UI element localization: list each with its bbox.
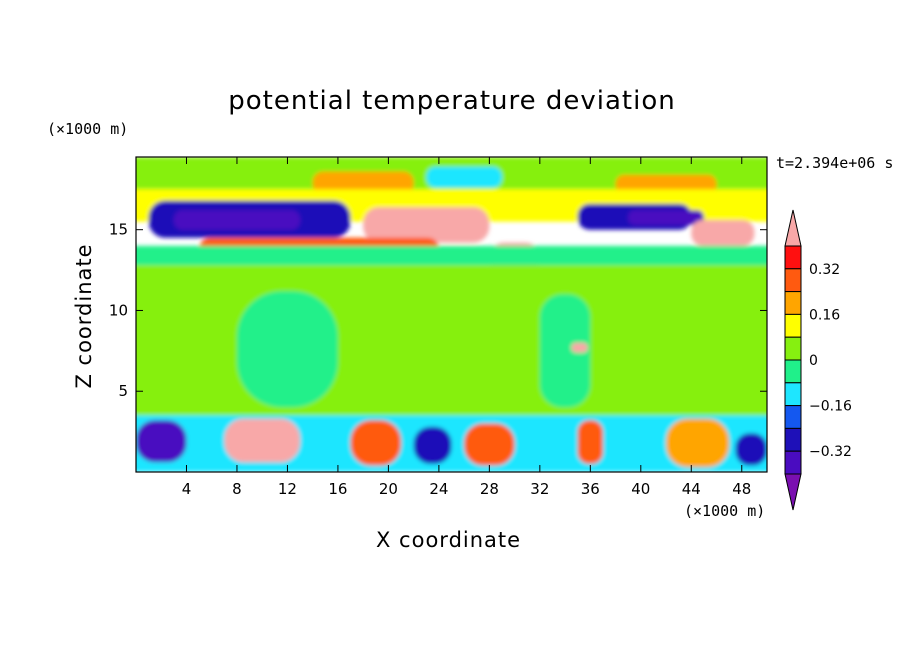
y-axis: 5 10 15 <box>109 221 767 400</box>
contour-region <box>136 420 187 463</box>
colorbar-min-arrow <box>784 473 802 511</box>
x-tick-label: 40 <box>631 480 650 498</box>
x-tick-label: 48 <box>732 480 751 498</box>
contour-region <box>691 220 755 246</box>
colorbar-swatch <box>784 313 802 338</box>
contour-region <box>363 207 490 243</box>
colorbar-swatch <box>784 336 802 361</box>
colorbar-label: 0.16 <box>809 307 840 323</box>
colorbar-swatch <box>784 268 802 293</box>
x-tick-label: 24 <box>429 480 448 498</box>
y-tick-label: 10 <box>109 301 128 319</box>
colorbar-label: −0.32 <box>809 444 852 460</box>
contour-region <box>224 418 301 463</box>
contour-region <box>136 265 767 416</box>
contour-region <box>312 171 414 195</box>
contour-region <box>426 166 502 188</box>
contour-region <box>735 433 767 466</box>
colorbar-swatch <box>784 245 802 270</box>
colorbar-swatch <box>784 291 802 315</box>
x-axis-unit: (×1000 m) <box>684 502 766 520</box>
y-axis-unit: (×1000 m) <box>47 120 129 138</box>
x-tick-label: 12 <box>278 480 297 498</box>
x-tick-label: 28 <box>480 480 499 498</box>
colorbar-swatch <box>784 450 802 475</box>
colorbar: 0.32 0.16 0 −0.16 −0.32 <box>784 209 852 511</box>
colorbar-label: −0.16 <box>809 399 852 415</box>
x-tick-label: 16 <box>328 480 347 498</box>
colorbar-label: 0.32 <box>809 262 840 278</box>
colorbar-swatch <box>784 382 802 407</box>
contour-region <box>571 342 588 353</box>
contour-region <box>464 423 515 466</box>
contour-region <box>577 420 603 464</box>
colorbar-swatch <box>784 427 802 452</box>
contour-region <box>666 418 730 468</box>
contour-region <box>350 420 402 466</box>
contour-region <box>236 291 338 408</box>
x-tick-label: 8 <box>232 480 242 498</box>
chart-title: potential temperature deviation <box>228 86 676 116</box>
x-tick-label: 20 <box>379 480 398 498</box>
y-tick-label: 15 <box>109 221 128 239</box>
x-tick-label: 44 <box>682 480 701 498</box>
time-label: t=2.394e+06 s <box>776 154 894 172</box>
contour-region <box>413 426 452 464</box>
contour-field <box>136 157 767 472</box>
contour-region <box>628 210 704 225</box>
contour-region <box>615 174 717 195</box>
x-axis: 4 8 12 16 20 24 28 32 36 40 44 48 <box>182 157 751 498</box>
contour-region <box>173 210 301 230</box>
contour-region <box>539 294 591 408</box>
contour-regions <box>136 157 767 472</box>
x-tick-label: 32 <box>530 480 549 498</box>
y-tick-label: 5 <box>118 382 128 400</box>
x-tick-label: 36 <box>581 480 600 498</box>
colorbar-swatch <box>784 359 802 384</box>
plot-frame <box>135 156 768 473</box>
x-axis-label: X coordinate <box>376 528 522 552</box>
contour-region <box>136 245 767 266</box>
x-tick-label: 4 <box>182 480 192 498</box>
colorbar-swatch <box>784 405 802 429</box>
colorbar-label: 0 <box>809 353 818 369</box>
colorbar-max-arrow <box>784 209 802 247</box>
